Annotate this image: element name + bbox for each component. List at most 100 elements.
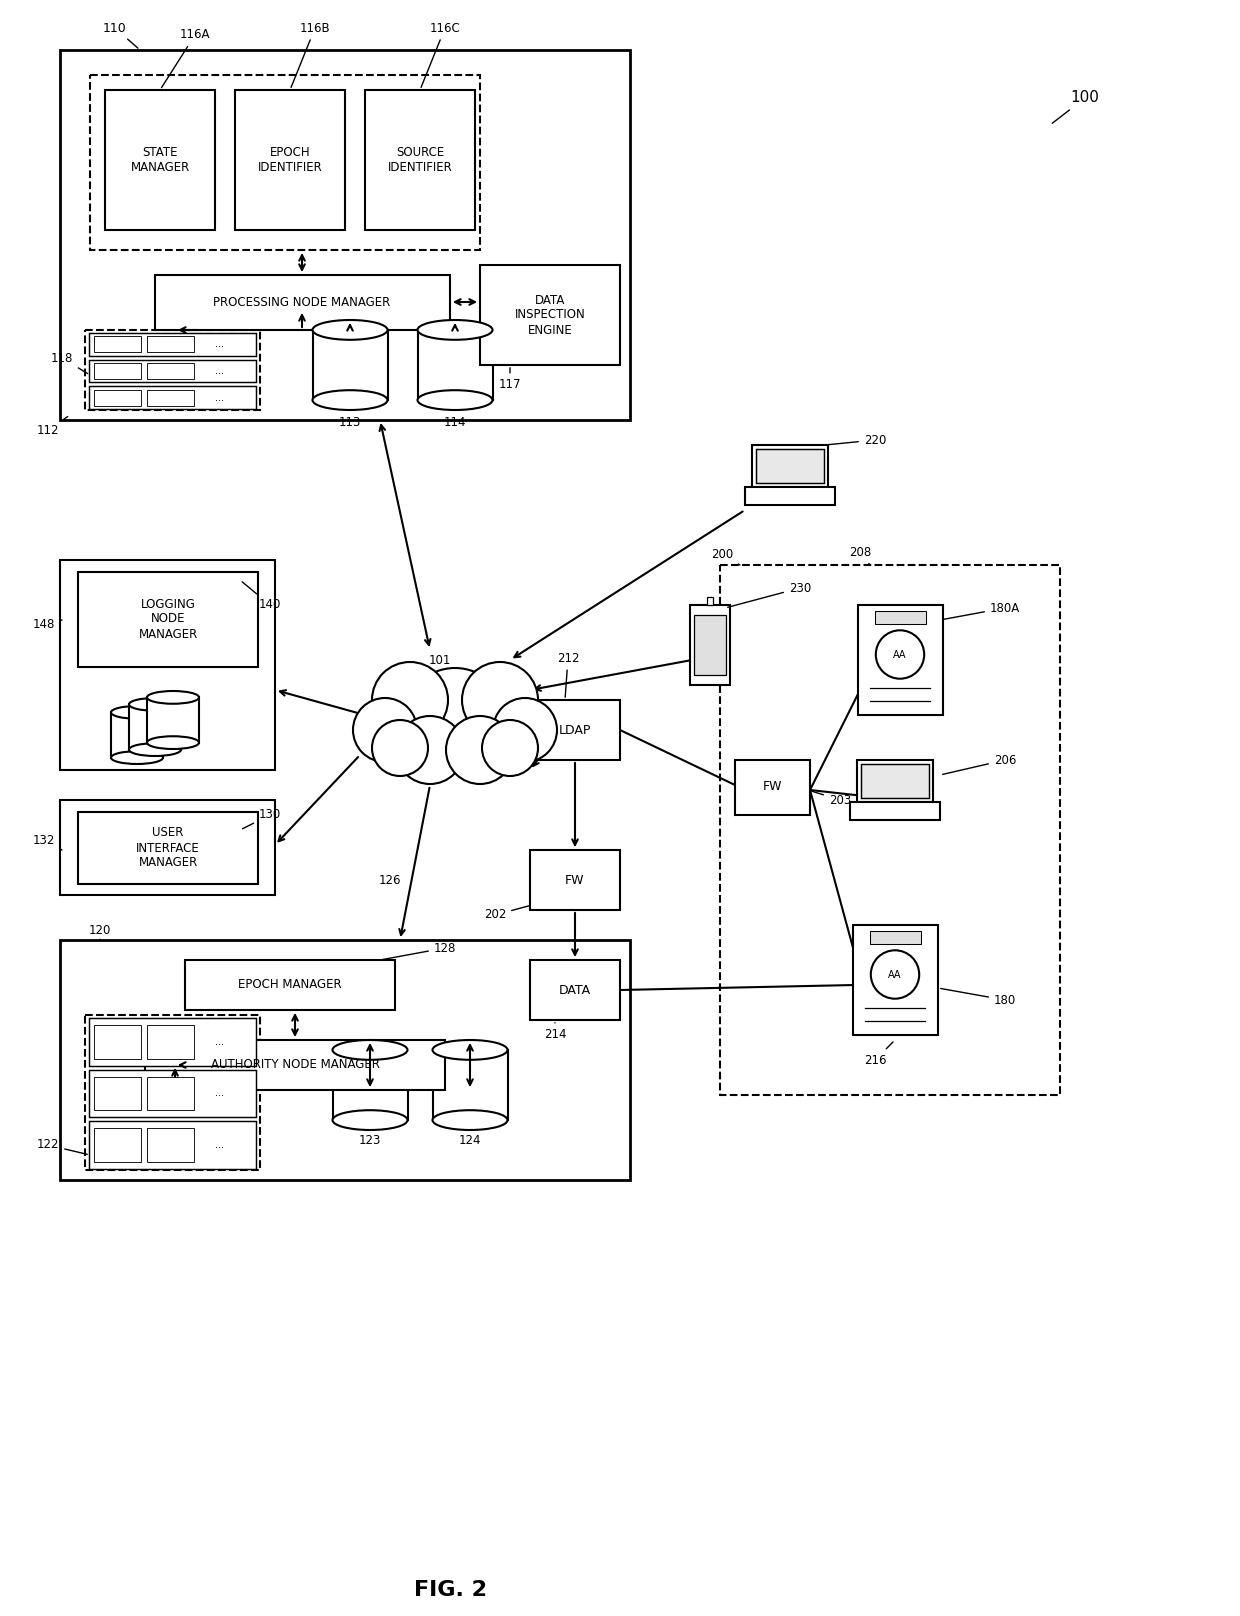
Text: FW: FW [763,781,781,793]
FancyBboxPatch shape [112,713,162,758]
Ellipse shape [129,743,181,756]
Text: DATA: DATA [559,984,591,997]
Text: SOURCE
IDENTIFIER: SOURCE IDENTIFIER [388,145,453,175]
Text: 180A: 180A [942,601,1021,619]
FancyBboxPatch shape [94,389,141,406]
FancyBboxPatch shape [91,74,480,250]
Text: 123: 123 [358,1133,381,1146]
FancyBboxPatch shape [78,811,258,884]
Circle shape [396,716,464,784]
FancyBboxPatch shape [185,960,396,1010]
Text: 114: 114 [444,415,466,428]
FancyBboxPatch shape [332,1050,408,1120]
Ellipse shape [112,706,162,719]
FancyBboxPatch shape [94,336,141,352]
Text: 220: 220 [828,433,887,446]
Text: 113: 113 [339,415,361,428]
Text: 206: 206 [942,753,1017,774]
Text: 130: 130 [243,808,281,829]
FancyBboxPatch shape [312,330,387,401]
Text: 126: 126 [378,874,402,887]
Text: EPOCH MANAGER: EPOCH MANAGER [238,979,342,992]
Text: 122: 122 [37,1139,87,1154]
FancyBboxPatch shape [148,364,195,378]
Ellipse shape [129,698,181,711]
Text: ...: ... [215,1089,223,1099]
FancyBboxPatch shape [86,1015,260,1170]
FancyBboxPatch shape [89,386,255,409]
Circle shape [875,630,924,679]
FancyBboxPatch shape [78,572,258,667]
Text: 116C: 116C [422,21,460,87]
Ellipse shape [418,389,492,410]
FancyBboxPatch shape [94,1025,141,1058]
FancyBboxPatch shape [89,1070,255,1117]
FancyBboxPatch shape [858,604,942,714]
Ellipse shape [433,1110,507,1130]
FancyBboxPatch shape [148,698,198,743]
FancyBboxPatch shape [853,924,937,1034]
FancyBboxPatch shape [60,941,630,1180]
Ellipse shape [418,320,492,339]
FancyBboxPatch shape [94,1076,141,1110]
FancyBboxPatch shape [720,566,1060,1096]
Circle shape [372,721,428,776]
FancyBboxPatch shape [129,705,181,750]
Ellipse shape [332,1041,408,1060]
Text: 117: 117 [498,368,521,391]
FancyBboxPatch shape [755,449,825,483]
Circle shape [482,721,538,776]
FancyBboxPatch shape [480,265,620,365]
FancyBboxPatch shape [60,800,275,895]
Text: 203: 203 [811,790,851,806]
FancyBboxPatch shape [365,90,475,229]
FancyBboxPatch shape [433,1050,507,1120]
FancyBboxPatch shape [86,330,260,410]
Ellipse shape [312,389,387,410]
Text: ...: ... [215,339,223,349]
Text: 208: 208 [849,546,872,566]
FancyBboxPatch shape [529,960,620,1020]
FancyBboxPatch shape [745,486,835,504]
Circle shape [463,663,538,739]
FancyBboxPatch shape [751,444,828,486]
Text: ...: ... [215,365,223,377]
Ellipse shape [312,320,387,339]
Text: 128: 128 [383,942,456,960]
Text: ...: ... [215,393,223,402]
Text: 116A: 116A [161,29,211,87]
Text: 118: 118 [51,352,88,373]
FancyBboxPatch shape [236,90,345,229]
Ellipse shape [148,692,198,703]
FancyBboxPatch shape [94,1128,141,1162]
FancyBboxPatch shape [707,596,713,604]
FancyBboxPatch shape [418,330,492,401]
Text: 148: 148 [32,619,62,632]
Circle shape [494,698,557,763]
Text: PROCESSING NODE MANAGER: PROCESSING NODE MANAGER [213,296,391,309]
Text: AA: AA [893,650,906,659]
Text: 214: 214 [544,1023,567,1041]
Text: 212: 212 [557,651,579,696]
Circle shape [353,698,417,763]
FancyBboxPatch shape [849,802,940,819]
FancyBboxPatch shape [148,336,195,352]
FancyBboxPatch shape [60,50,630,420]
Text: 200: 200 [711,548,740,566]
Text: EPOCH
IDENTIFIER: EPOCH IDENTIFIER [258,145,322,175]
FancyBboxPatch shape [529,700,620,760]
Text: 140: 140 [242,582,281,611]
Ellipse shape [433,1041,507,1060]
Text: USER
INTERFACE
MANAGER: USER INTERFACE MANAGER [136,826,200,869]
FancyBboxPatch shape [148,1128,195,1162]
Ellipse shape [112,751,162,764]
Circle shape [403,667,507,772]
FancyBboxPatch shape [89,360,255,383]
FancyBboxPatch shape [529,850,620,910]
Text: STATE
MANAGER: STATE MANAGER [130,145,190,175]
FancyBboxPatch shape [857,760,934,802]
Text: 216: 216 [864,1042,893,1067]
FancyBboxPatch shape [735,760,810,814]
Text: 116B: 116B [291,21,330,87]
FancyBboxPatch shape [874,611,925,624]
